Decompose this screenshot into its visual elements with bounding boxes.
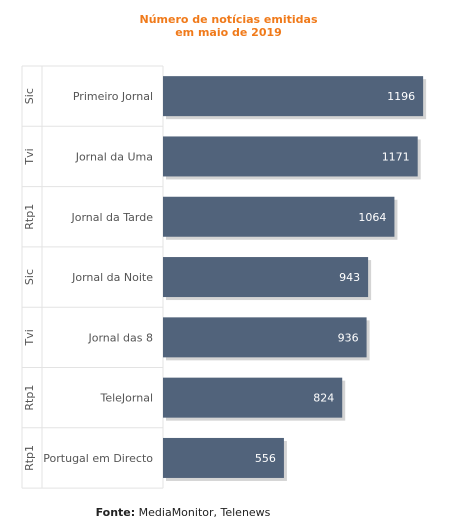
- chart-title-line2: em maio de 2019: [175, 26, 282, 39]
- bar: [163, 437, 284, 478]
- group-label: Sic: [23, 269, 36, 285]
- category-label: Portugal em Directo: [43, 452, 153, 465]
- bar: [163, 317, 367, 358]
- data-label: 1196: [387, 90, 415, 103]
- category-label: TeleJornal: [99, 392, 153, 405]
- source-footer: Fonte: MediaMonitor, Telenews: [0, 506, 366, 519]
- bar: [163, 136, 418, 177]
- data-label: 936: [338, 331, 359, 344]
- category-label: Primeiro Jornal: [73, 90, 153, 103]
- category-label: Jornal da Uma: [75, 150, 153, 163]
- group-label: Rtp1: [23, 204, 36, 230]
- bar: [163, 196, 395, 237]
- chart-title-line1: Número de notícias emitidas: [139, 13, 318, 26]
- source-text: MediaMonitor, Telenews: [135, 506, 271, 519]
- bar: [163, 257, 369, 298]
- group-label: Tvi: [23, 148, 36, 165]
- bar: [163, 377, 343, 418]
- data-label: 556: [255, 452, 276, 465]
- source-label: Fonte:: [95, 506, 136, 519]
- group-label: Sic: [23, 88, 36, 104]
- group-label: Rtp1: [23, 385, 36, 411]
- data-label: 824: [313, 392, 334, 405]
- bar: [163, 76, 424, 117]
- group-label: Tvi: [23, 329, 36, 346]
- group-label: Rtp1: [23, 445, 36, 471]
- category-label: Jornal da Noite: [71, 271, 153, 284]
- data-label: 1171: [382, 150, 410, 163]
- data-label: 1064: [358, 211, 386, 224]
- data-label: 943: [339, 271, 360, 284]
- category-label: Jornal da Tarde: [70, 211, 153, 224]
- category-label: Jornal das 8: [87, 331, 153, 344]
